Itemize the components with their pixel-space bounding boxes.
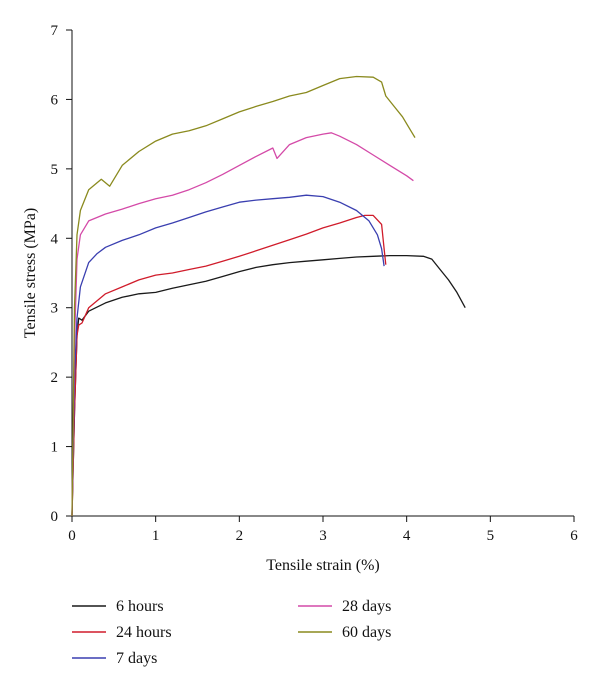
- series-layer: [71, 75, 466, 517]
- x-tick-label: 6: [570, 528, 578, 544]
- legend: 6 hours 24 hours 7 days 28 days 60 days: [72, 598, 391, 667]
- x-tick-label: 0: [68, 528, 76, 544]
- legend-item-7-days: 7 days: [72, 650, 157, 667]
- series-line-28-days: [71, 132, 414, 517]
- y-tick-label: 6: [51, 92, 59, 108]
- legend-label: 28 days: [342, 598, 391, 615]
- x-tick-label: 2: [236, 528, 244, 544]
- y-tick-label: 5: [51, 162, 59, 178]
- x-tick-label: 3: [319, 528, 327, 544]
- legend-label: 7 days: [116, 650, 157, 667]
- x-tick-label: 4: [403, 528, 411, 544]
- series-line-60-days: [71, 75, 416, 517]
- x-tick-label: 1: [152, 528, 160, 544]
- y-tick-label: 3: [51, 301, 59, 317]
- series-line-6-hours: [71, 254, 466, 517]
- series-line-7-days: [71, 194, 385, 517]
- legend-item-24-hours: 24 hours: [72, 624, 172, 641]
- y-tick-label: 1: [51, 440, 59, 456]
- x-axis-label: Tensile strain (%): [266, 557, 380, 574]
- x-tick-label: 5: [487, 528, 495, 544]
- legend-item-6-hours: 6 hours: [72, 598, 164, 615]
- legend-label: 60 days: [342, 624, 391, 641]
- y-tick-label: 7: [51, 23, 59, 39]
- legend-item-28-days: 28 days: [298, 598, 391, 615]
- y-tick-label: 2: [51, 370, 59, 386]
- y-tick-label: 0: [51, 509, 59, 525]
- axes: 0 1 2 3 4 5 6 0 1 2 3 4 5 6 7: [51, 23, 579, 544]
- series-line-24-hours: [71, 214, 387, 517]
- legend-item-60-days: 60 days: [298, 624, 391, 641]
- legend-label: 6 hours: [116, 598, 164, 615]
- y-tick-label: 4: [51, 231, 59, 247]
- legend-label: 24 hours: [116, 624, 172, 641]
- y-axis-label: Tensile stress (MPa): [22, 208, 39, 338]
